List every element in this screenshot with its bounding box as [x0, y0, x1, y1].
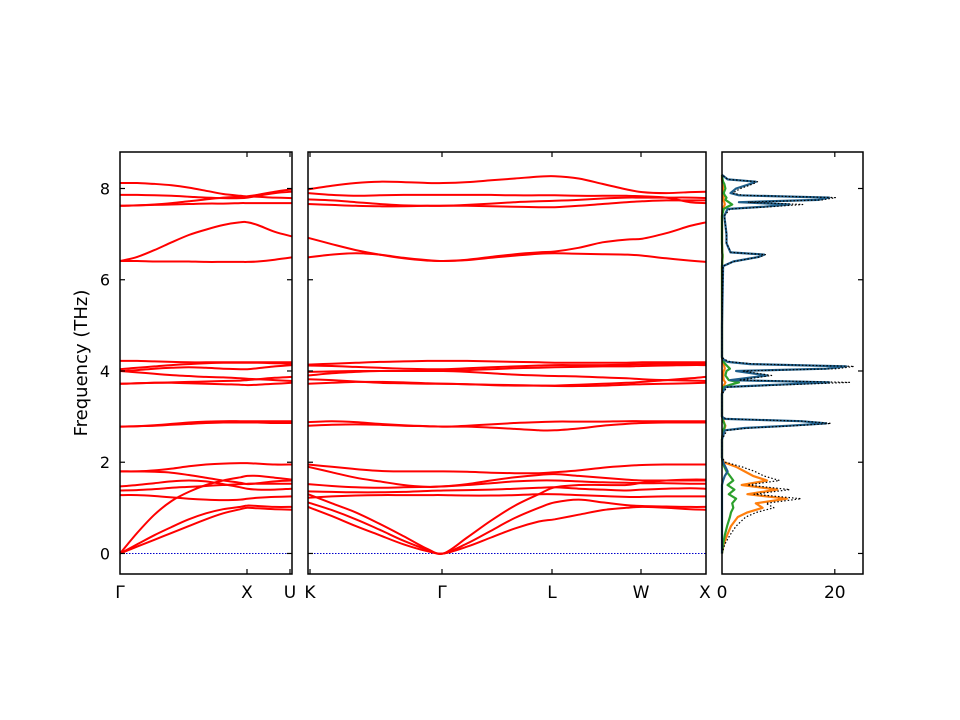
x-tick-label: U [284, 583, 296, 603]
band-line [307, 175, 707, 195]
band-line [119, 462, 293, 473]
x-tick-label: W [633, 583, 650, 603]
band-line [307, 362, 706, 371]
band-line [119, 359, 292, 364]
x-tick-label: Γ [437, 583, 447, 603]
y-tick-label: 0 [100, 544, 110, 563]
band-structure-left-panel: 0 2 4 6 8 Γ X U [100, 151, 296, 603]
y-tick-label: 8 [100, 179, 110, 198]
band-line [119, 381, 293, 387]
band-line [119, 506, 293, 555]
dos-panel-frame [721, 151, 864, 575]
x-tick-label: 0 [717, 583, 728, 603]
band-line [307, 359, 706, 366]
dos-line [720, 174, 788, 554]
band-line [119, 364, 293, 372]
band-line [307, 364, 707, 373]
band-line [307, 192, 707, 205]
band-line [307, 199, 706, 209]
band-line [307, 486, 707, 494]
middle-panel-frame [307, 151, 707, 575]
band-line [119, 470, 293, 486]
y-tick-label: 4 [100, 362, 110, 381]
band-line [307, 196, 707, 207]
band-line [307, 463, 706, 475]
x-tick-label: K [304, 583, 316, 603]
x-tick-label: Γ [115, 583, 125, 603]
ticks-left: 0 2 4 6 8 Γ X U [100, 152, 296, 603]
band-lines-middle [307, 175, 707, 555]
left-panel-frame [119, 151, 293, 575]
band-line [307, 479, 706, 489]
y-axis-label: Frequency (THz) [71, 290, 92, 437]
band-lines-left [119, 181, 293, 555]
x-tick-label: L [547, 583, 557, 603]
band-line [119, 494, 293, 502]
dos-line [720, 174, 740, 554]
dos-line [721, 174, 855, 554]
band-line [119, 504, 293, 555]
band-line [119, 479, 293, 491]
band-line [119, 370, 293, 382]
x-tick-label: X [241, 583, 253, 603]
y-tick-label: 6 [100, 271, 110, 290]
band-line [119, 420, 292, 428]
band-line [119, 220, 293, 262]
band-line [307, 221, 707, 263]
band-line [119, 181, 293, 198]
band-line [307, 420, 706, 428]
x-tick-label: 20 [824, 583, 846, 603]
band-line [307, 493, 706, 499]
band-line [307, 378, 707, 388]
y-tick-label: 2 [100, 453, 110, 472]
band-line [307, 465, 706, 488]
density-of-states-panel: 0 20 [717, 151, 864, 603]
x-tick-label: X [699, 583, 711, 603]
ticks-dos: 0 20 [717, 152, 863, 603]
band-line [307, 498, 707, 555]
band-line [120, 256, 293, 263]
